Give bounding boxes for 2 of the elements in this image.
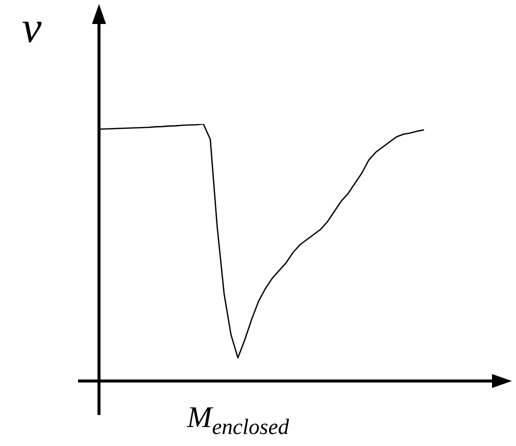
x-axis-title: M$_{enclosed}$ <box>186 400 290 441</box>
y-axis-title: v <box>22 2 42 54</box>
